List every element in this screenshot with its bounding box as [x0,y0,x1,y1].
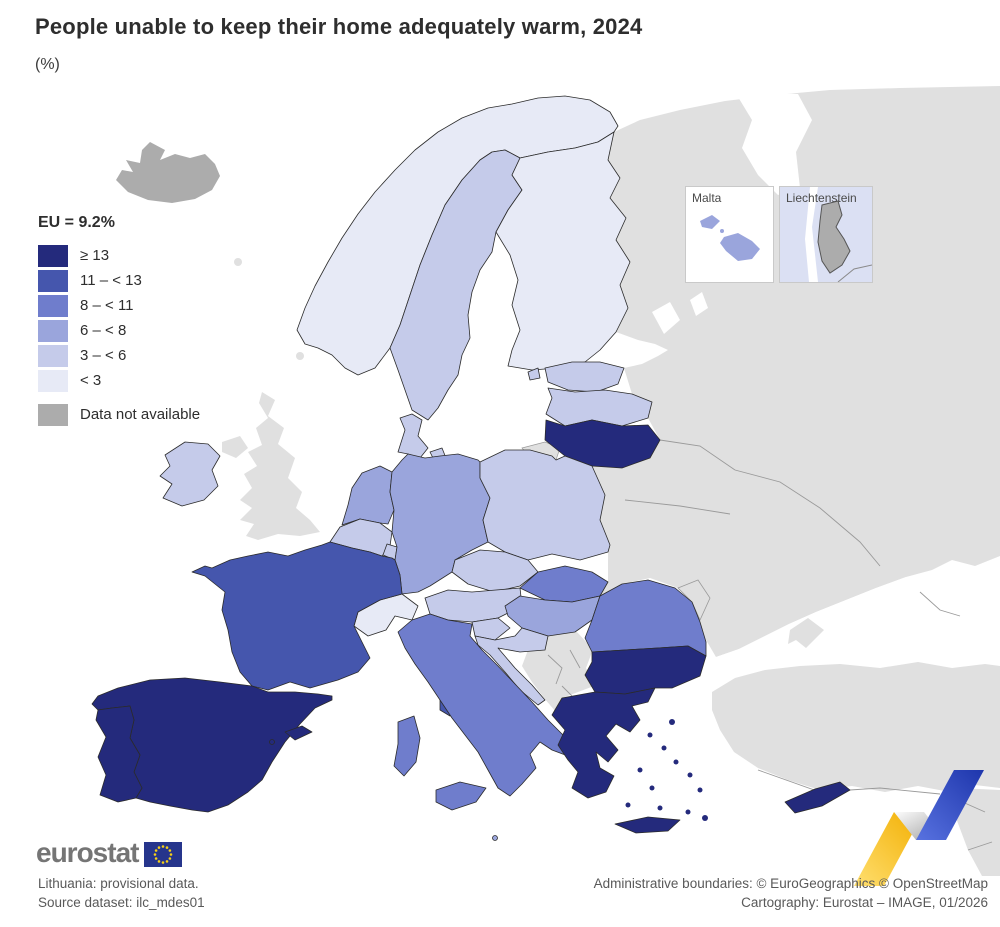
map-credits: Administrative boundaries: © EuroGeograp… [594,874,988,912]
country-greece [551,687,656,799]
country-lithuania [544,419,661,469]
country-czechia [451,549,539,593]
rhine-river [805,187,818,282]
inset-malta-map [700,215,760,261]
legend-label: 8 – < 11 [80,297,134,314]
country-latvia [545,387,653,427]
legend-row: 8 – < 11 [38,293,200,318]
eurostat-logo: eurostat [36,836,183,868]
country-ireland [159,441,221,507]
country-france [191,541,403,691]
country-cyprus [784,781,851,814]
page-title: People unable to keep their home adequat… [35,14,643,39]
inset-malta: Malta [685,186,774,283]
country-portugal [95,705,143,803]
legend-label: 3 – < 6 [80,347,127,364]
country-turkey [712,662,1000,792]
crimea [788,618,824,648]
country-spain [91,677,333,813]
aegean-islands [625,719,708,821]
legend-swatch [38,369,68,392]
region-sardinia [393,715,421,777]
legend-swatch [38,344,68,367]
region-northern-ireland [222,436,248,458]
black-sea [716,577,920,664]
country-germany [389,453,491,595]
legend: ≥ 13 11 – < 13 8 – < 11 6 – < 8 3 – < 6 … [38,243,200,427]
eu-countries [91,95,851,841]
non-eu-borders [547,439,993,851]
legend-row: < 3 [38,368,200,393]
lake-ladoga [652,302,680,334]
country-finland [495,131,631,371]
country-poland-main [479,449,611,561]
legend-label: 6 – < 8 [80,322,127,339]
legend-row: 3 – < 6 [38,343,200,368]
legend-row-no-data: Data not available [38,402,200,427]
region-sicily [435,781,487,811]
legend-swatch [38,244,68,267]
region-comino [720,229,724,233]
country-italy [397,613,576,797]
credits-line-2: Cartography: Eurostat – IMAGE, 01/2026 [741,895,988,910]
country-estonia [544,361,625,393]
legend-label: ≥ 13 [80,247,110,264]
land-middle-east [956,788,1000,876]
region-ibiza [269,739,275,745]
country-united-kingdom [240,392,320,540]
country-malta-dot [492,835,498,841]
region-gozo [700,215,720,229]
lake-onega [690,292,708,316]
page-subtitle: (%) [35,56,60,73]
footnote-line-2: Source dataset: ilc_mdes01 [38,895,205,910]
country-estonia-islands [527,367,541,381]
region-crete [614,816,681,834]
eu-flag-icon [144,842,183,867]
legend-swatch [38,403,68,426]
islands-faroe [234,258,242,266]
country-slovenia [471,617,511,641]
legend-row: 11 – < 13 [38,268,200,293]
legend-label: Data not available [80,406,201,423]
inset-liechtenstein: Liechtenstein [779,186,873,283]
country-liechtenstein-shape [817,200,851,274]
footnotes: Lithuania: provisional data. Source data… [38,874,205,912]
legend-row: 6 – < 8 [38,318,200,343]
image-ribbon-icon [854,770,984,886]
legend-swatch [38,319,68,342]
country-bulgaria [584,645,707,695]
country-croatia [474,627,549,706]
eurostat-logo-text: eurostat [36,836,139,868]
country-iceland [116,142,220,203]
legend-swatch [38,269,68,292]
inset-liechtenstein-label: Liechtenstein [786,191,857,205]
land-western-balkans [522,632,594,712]
legend-row: ≥ 13 [38,243,200,268]
region-malta-island [720,233,760,261]
credits-line-1: Administrative boundaries: © EuroGeograp… [593,876,988,891]
eu-average-label: EU = 9.2% [38,214,115,231]
legend-label: < 3 [80,372,102,389]
white-sea [735,92,812,195]
inset-malta-label: Malta [692,191,722,205]
legend-swatch [38,294,68,317]
inset-border-line [837,264,872,282]
islands-shetland [296,352,304,360]
inset-liechtenstein-map [805,187,872,282]
footnote-line-1: Lithuania: provisional data. [38,876,199,891]
legend-label: 11 – < 13 [80,272,142,289]
region-balearics [284,725,313,741]
